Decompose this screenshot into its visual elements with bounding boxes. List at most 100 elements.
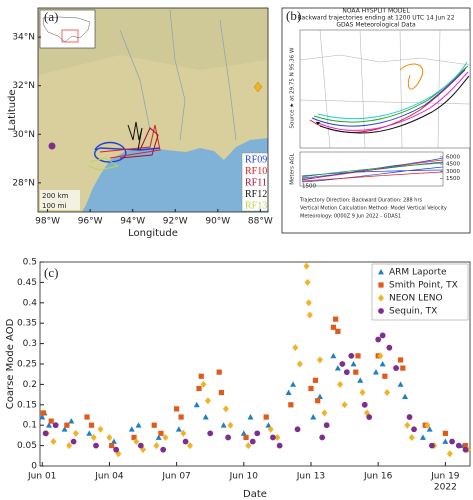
rivers bbox=[119, 9, 237, 141]
marker bbox=[240, 430, 247, 436]
marker bbox=[131, 434, 137, 441]
marker bbox=[153, 442, 160, 450]
y-tick-label: 0.4 bbox=[23, 298, 38, 308]
marker bbox=[109, 443, 115, 449]
marker bbox=[402, 393, 409, 400]
trajectory bbox=[317, 61, 468, 120]
y-tick-label: 0.1 bbox=[23, 421, 37, 431]
marker bbox=[316, 356, 323, 364]
marker bbox=[263, 414, 269, 420]
marker bbox=[84, 414, 90, 420]
marker bbox=[384, 389, 391, 397]
legend-label: NEON LENO bbox=[389, 294, 443, 304]
marker bbox=[135, 422, 142, 428]
marker bbox=[397, 357, 404, 363]
y-tick-label: 30°N bbox=[12, 130, 35, 140]
marker bbox=[353, 369, 359, 375]
marker bbox=[158, 430, 164, 436]
site-marker bbox=[253, 81, 263, 93]
marker bbox=[218, 389, 225, 396]
marker bbox=[196, 385, 202, 392]
marker bbox=[249, 438, 256, 445]
y-tick-label: 0.3 bbox=[23, 339, 37, 349]
legend-label: RF10 bbox=[245, 166, 267, 177]
legend-label: RF09 bbox=[245, 154, 267, 165]
legend-marker bbox=[378, 282, 384, 288]
marker bbox=[227, 421, 234, 429]
flight-track bbox=[127, 121, 143, 151]
y-tick-label: 1500 bbox=[446, 176, 460, 182]
marker bbox=[294, 426, 301, 433]
y-tick-label: 28°N bbox=[12, 178, 35, 188]
flight-track bbox=[94, 141, 161, 163]
axes-frame bbox=[37, 7, 269, 213]
x-tick-label: Jun 01 bbox=[27, 472, 56, 482]
y-tick-label: 34°N bbox=[12, 33, 35, 43]
y-tick-label: 0.2 bbox=[23, 380, 37, 390]
marker bbox=[411, 426, 417, 433]
marker bbox=[110, 438, 117, 444]
marker bbox=[424, 421, 431, 429]
y-tick-label: 0.35 bbox=[17, 319, 37, 329]
marker bbox=[93, 442, 99, 449]
marker bbox=[379, 332, 386, 339]
marker bbox=[377, 352, 384, 360]
x-tick-label: Jun 04 bbox=[94, 472, 124, 482]
marker bbox=[455, 442, 462, 449]
marker bbox=[382, 373, 388, 379]
marker bbox=[426, 426, 433, 432]
legend-marker bbox=[378, 308, 384, 314]
marker bbox=[366, 414, 373, 420]
x-tick-label: Jun 10 bbox=[229, 472, 259, 482]
footnote: Meteorology: 0000Z 9 Jun 2022 - GDAS1 bbox=[300, 214, 401, 220]
marker bbox=[449, 438, 455, 445]
traj-source-label: Source ★ at 29.75 N 95.36 W bbox=[290, 47, 296, 128]
marker bbox=[343, 369, 350, 376]
marker bbox=[45, 422, 52, 428]
inset-map bbox=[39, 9, 96, 49]
height-trace bbox=[301, 162, 444, 178]
y-tick-label: 0.5 bbox=[23, 258, 37, 268]
marker bbox=[296, 360, 303, 368]
marker bbox=[64, 422, 70, 428]
site-marker bbox=[48, 142, 56, 150]
marker bbox=[52, 422, 59, 429]
marker bbox=[400, 365, 406, 371]
y-tick-label: 0.45 bbox=[17, 278, 37, 288]
traj-y-label: Meters AGL bbox=[290, 152, 296, 184]
marker bbox=[303, 262, 310, 270]
marker bbox=[304, 278, 311, 286]
marker bbox=[419, 434, 426, 440]
marker bbox=[330, 352, 337, 359]
marker bbox=[61, 426, 68, 432]
panel-label: (c) bbox=[44, 265, 58, 280]
marker bbox=[310, 414, 317, 420]
legend-label: Sequin, TX bbox=[389, 307, 437, 317]
marker bbox=[442, 438, 449, 444]
marker bbox=[39, 414, 46, 420]
trajectory bbox=[311, 67, 467, 127]
marker bbox=[308, 385, 314, 392]
source-height: 1500 bbox=[302, 184, 316, 190]
y-tick-label: 0.25 bbox=[17, 360, 37, 370]
y-tick-label: 0.15 bbox=[17, 400, 37, 410]
y-tick-label: 32°N bbox=[12, 81, 35, 91]
x-tick-label: 96°W bbox=[78, 217, 103, 227]
marker bbox=[133, 438, 140, 446]
footnote: Vertical Motion Calculation Method: Mode… bbox=[300, 206, 447, 212]
flight-track bbox=[99, 124, 161, 159]
marker bbox=[267, 425, 274, 433]
marker bbox=[315, 398, 321, 404]
panel-label: (a) bbox=[44, 9, 58, 24]
legend-label: RF12 bbox=[245, 189, 267, 200]
marker bbox=[359, 389, 366, 397]
source-star bbox=[316, 122, 320, 125]
footnote: Trajectory Direction: Backward Duration:… bbox=[299, 198, 423, 204]
x-tick-label: 90°W bbox=[205, 217, 230, 227]
scale-box bbox=[40, 190, 80, 210]
marker bbox=[151, 422, 157, 428]
marker bbox=[70, 438, 77, 445]
marker bbox=[42, 430, 49, 437]
marker bbox=[337, 380, 344, 388]
marker bbox=[155, 434, 162, 440]
